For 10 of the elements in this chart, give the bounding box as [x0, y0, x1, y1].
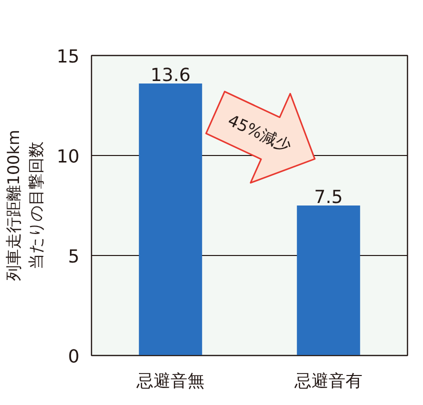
x-tick-label: 忌避音無: [136, 372, 204, 392]
x-tick-label: 忌避音有: [294, 372, 362, 392]
y-tick-label: 0: [68, 346, 80, 368]
data-label: 13.6: [150, 65, 191, 86]
y-tick-label: 15: [56, 46, 80, 68]
y-tick-label: 10: [56, 146, 80, 168]
y-axis-title: 列車走行距離100km 当たりの目撃回数: [4, 130, 46, 282]
y-tick-label: 5: [68, 246, 80, 268]
data-label: 7.5: [314, 187, 343, 208]
annotation: 45%減少: [225, 110, 294, 156]
